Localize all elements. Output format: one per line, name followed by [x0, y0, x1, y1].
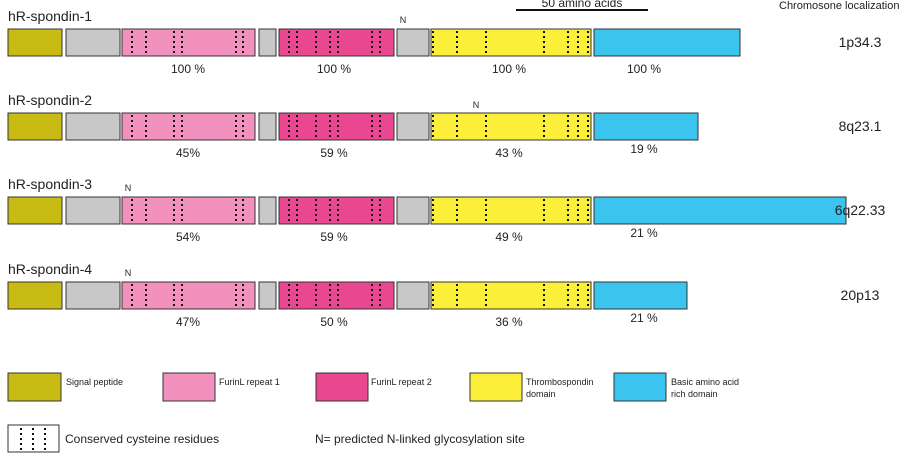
identity-percent-tsp: 49 %: [495, 230, 523, 244]
legend-label-cysteine: Conserved cysteine residues: [65, 432, 219, 446]
spacer-domain: [258, 28, 277, 57]
identity-percent-tsp: 100 %: [492, 62, 526, 76]
identity-percent-basic: 21 %: [630, 226, 658, 240]
basic-rich-domain: [593, 112, 699, 141]
protein-name: hR-spondin-3: [8, 176, 92, 192]
furin-repeat-2-domain: [278, 112, 395, 141]
identity-percent-furin2: 100 %: [317, 62, 351, 76]
furin-repeat-2-domain: [278, 281, 395, 310]
legend-label-tsp-line2: domain: [526, 389, 556, 399]
legend: Signal peptide FurinL repeat 1 FurinL re…: [7, 372, 739, 453]
spacer-domain: [396, 112, 430, 141]
protein-name: hR-spondin-4: [8, 261, 92, 277]
spacer-domain: [65, 196, 121, 225]
n-glycosylation-marker: N: [125, 183, 132, 193]
chromosome-location: 1p34.3: [839, 34, 882, 50]
spacer-domain: [396, 28, 430, 57]
protein-rows: hR-spondin-1 100 % 100 % 100 % 100 % 1p34.3 Nh…: [7, 8, 886, 329]
legend-swatch-signal: [7, 372, 62, 402]
n-glycosylation-marker: N: [400, 15, 407, 25]
spacer-domain: [258, 196, 277, 225]
chromosome-header: Chromosone localization: [779, 0, 899, 12]
identity-percent-tsp: 43 %: [495, 146, 523, 160]
identity-percent-furin1: 54%: [176, 230, 200, 244]
spacer-domain: [396, 196, 430, 225]
signal-peptide-domain: [7, 196, 63, 225]
furin-repeat-2-domain: [278, 196, 395, 225]
legend-label-furin2: FurinL repeat 2: [371, 377, 432, 387]
protein-name: hR-spondin-1: [8, 8, 92, 24]
legend-label-furin1: FurinL repeat 1: [219, 377, 280, 387]
legend-swatch-basic: [613, 372, 667, 402]
furin-repeat-1-domain: [121, 281, 256, 310]
legend-label-basic-line1: Basic amino acid: [671, 377, 739, 387]
identity-percent-furin1: 45%: [176, 146, 200, 160]
spacer-domain: [65, 281, 121, 310]
signal-peptide-domain: [7, 28, 63, 57]
legend-label-signal: Signal peptide: [66, 377, 123, 387]
spacer-domain: [65, 28, 121, 57]
signal-peptide-domain: [7, 281, 63, 310]
protein-name: hR-spondin-2: [8, 92, 92, 108]
protein-row: hR-spondin-3 54% 59 % 49 % 21 % 6q22.33 N: [7, 176, 886, 244]
scale-bar-label: 50 amino acids: [542, 0, 623, 10]
identity-percent-basic: 100 %: [627, 62, 661, 76]
furin-repeat-1-domain: [121, 28, 256, 57]
legend-label-nglyc: N= predicted N-linked glycosylation site: [315, 432, 525, 446]
legend-swatch-furin2: [315, 372, 369, 402]
legend-label-basic-line2: rich domain: [671, 389, 718, 399]
basic-rich-domain: [593, 196, 847, 225]
legend-swatch-furin1: [162, 372, 216, 402]
spacer-domain: [396, 281, 430, 310]
chromosome-location: 6q22.33: [835, 202, 886, 218]
furin-repeat-1-domain: [121, 112, 256, 141]
identity-percent-furin2: 50 %: [320, 315, 348, 329]
identity-percent-furin1: 100 %: [171, 62, 205, 76]
identity-percent-furin2: 59 %: [320, 230, 348, 244]
furin-repeat-2-domain: [278, 28, 395, 57]
identity-percent-basic: 21 %: [630, 311, 658, 325]
spacer-domain: [258, 281, 277, 310]
basic-rich-domain: [593, 281, 688, 310]
legend-swatch-tsp: [469, 372, 523, 402]
furin-repeat-1-domain: [121, 196, 256, 225]
signal-peptide-domain: [7, 112, 63, 141]
identity-percent-basic: 19 %: [630, 142, 658, 156]
identity-percent-furin1: 47%: [176, 315, 200, 329]
protein-row: hR-spondin-2 45% 59 % 43 % 19 % 8q23.1 N: [7, 92, 882, 160]
chromosome-location: 8q23.1: [839, 118, 882, 134]
chromosome-location: 20p13: [841, 287, 880, 303]
identity-percent-furin2: 59 %: [320, 146, 348, 160]
spacer-domain: [65, 112, 121, 141]
legend-label-tsp-line1: Thrombospondin: [526, 377, 594, 387]
identity-percent-tsp: 36 %: [495, 315, 523, 329]
basic-rich-domain: [593, 28, 741, 57]
n-glycosylation-marker: N: [125, 268, 132, 278]
n-glycosylation-marker: N: [473, 100, 480, 110]
protein-row: hR-spondin-1 100 % 100 % 100 % 100 % 1p34.3 N: [7, 8, 882, 76]
protein-row: hR-spondin-4 47% 50 % 36 % 21 % 20p13 N: [7, 261, 880, 329]
spacer-domain: [258, 112, 277, 141]
